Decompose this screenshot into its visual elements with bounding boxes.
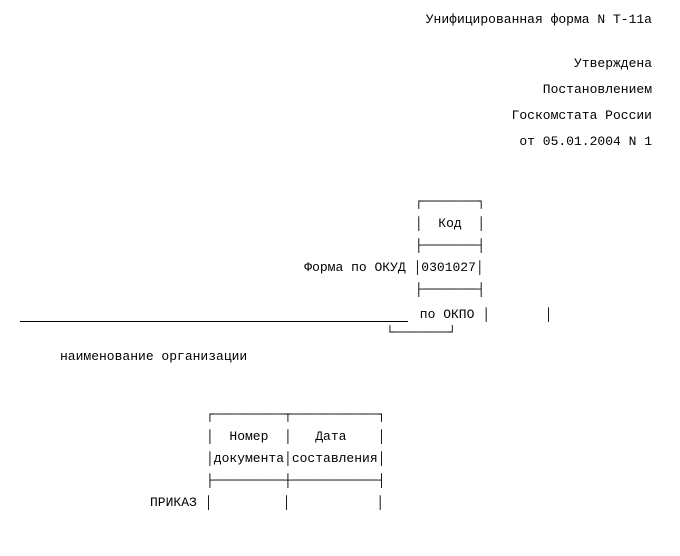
code-box-sep: ├───────┤ [20,235,660,257]
prikaz-row: ПРИКАЗ │ │ │ [150,492,660,514]
doc-box-top: ┌─────────┬───────────┐ [150,404,660,426]
doc-box-sep: ├─────────┼───────────┤ [150,470,660,492]
form-title: Унифицированная форма N Т-11а [20,12,652,27]
code-box: ┌───────┐ │ Код │ ├───────┤ Форма по ОКУ… [20,191,660,301]
doc-number-box: ┌─────────┬───────────┐ │ Номер │ Дата │… [20,404,660,514]
okpo-bottom-row: └───────┘ [20,322,660,344]
okud-sep: ├───────┤ [20,279,660,301]
agency-label: Госкомстата России [20,103,652,129]
approved-label: Утверждена [20,51,652,77]
okud-row: Форма по ОКУД │0301027│ [20,257,660,279]
org-line: по ОКПО │ │ [20,307,660,322]
code-box-label-row: │ Код │ [20,213,660,235]
approval-block: Утверждена Постановлением Госкомстата Ро… [20,51,652,155]
code-box-top: ┌───────┐ [20,191,660,213]
doc-box-subheader-row: │документа│составления│ [150,448,660,470]
okpo-label: по ОКПО │ │ [412,307,552,322]
decree-label: Постановлением [20,77,652,103]
org-caption: наименование организации [60,349,660,364]
doc-box-header-row: │ Номер │ Дата │ [150,426,660,448]
org-underline [20,308,408,322]
decree-date: от 05.01.2004 N 1 [20,129,652,155]
